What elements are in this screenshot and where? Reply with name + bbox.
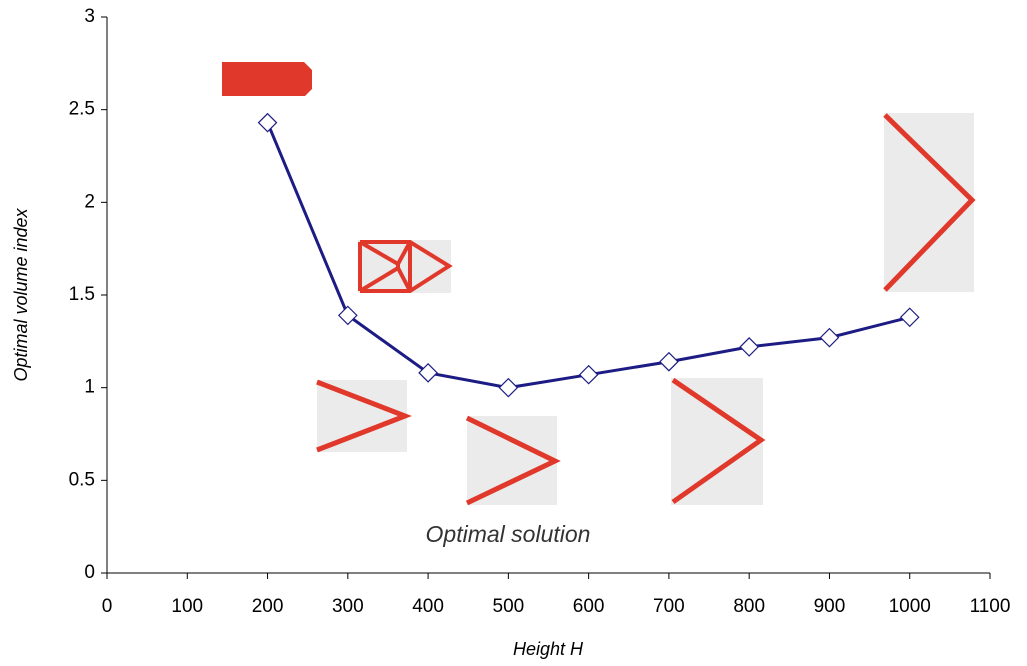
y-tick-label: 2.5 xyxy=(69,99,95,120)
inset-bar xyxy=(222,62,312,96)
y-axis-title: Optimal volume index xyxy=(11,207,31,381)
chart: Height H Optimal volume index Optimal so… xyxy=(0,0,1027,666)
x-tick-label: 400 xyxy=(412,596,444,617)
x-tick-label: 900 xyxy=(814,596,846,617)
inset-bg xyxy=(884,113,974,292)
y-tick-label: 0.5 xyxy=(69,469,95,490)
x-tick-label: 0 xyxy=(102,596,113,617)
data-point xyxy=(740,338,758,356)
x-tick-label: 800 xyxy=(733,596,765,617)
y-tick-label: 1 xyxy=(84,377,95,398)
inset-bg xyxy=(317,380,407,452)
x-tick-label: 200 xyxy=(252,596,284,617)
data-point xyxy=(901,308,919,326)
y-tick-label: 0 xyxy=(84,562,95,583)
data-point xyxy=(660,353,678,371)
x-tick-label: 500 xyxy=(493,596,525,617)
x-tick-label: 700 xyxy=(653,596,685,617)
inset-bg xyxy=(671,378,763,505)
inset-bg xyxy=(467,416,557,505)
data-point xyxy=(580,366,598,384)
x-tick-label: 300 xyxy=(332,596,364,617)
x-axis-title: Height H xyxy=(513,639,584,659)
data-point xyxy=(259,114,277,132)
data-point xyxy=(499,379,517,397)
y-tick-label: 3 xyxy=(84,6,95,27)
x-tick-label: 1000 xyxy=(889,596,931,617)
annotation: Optimal solution xyxy=(426,521,591,547)
x-tick-label: 600 xyxy=(573,596,605,617)
data-point xyxy=(820,329,838,347)
x-tick-label: 100 xyxy=(171,596,203,617)
x-tick-label: 1100 xyxy=(970,596,1011,617)
y-tick-label: 1.5 xyxy=(69,284,95,305)
y-tick-label: 2 xyxy=(84,191,95,212)
